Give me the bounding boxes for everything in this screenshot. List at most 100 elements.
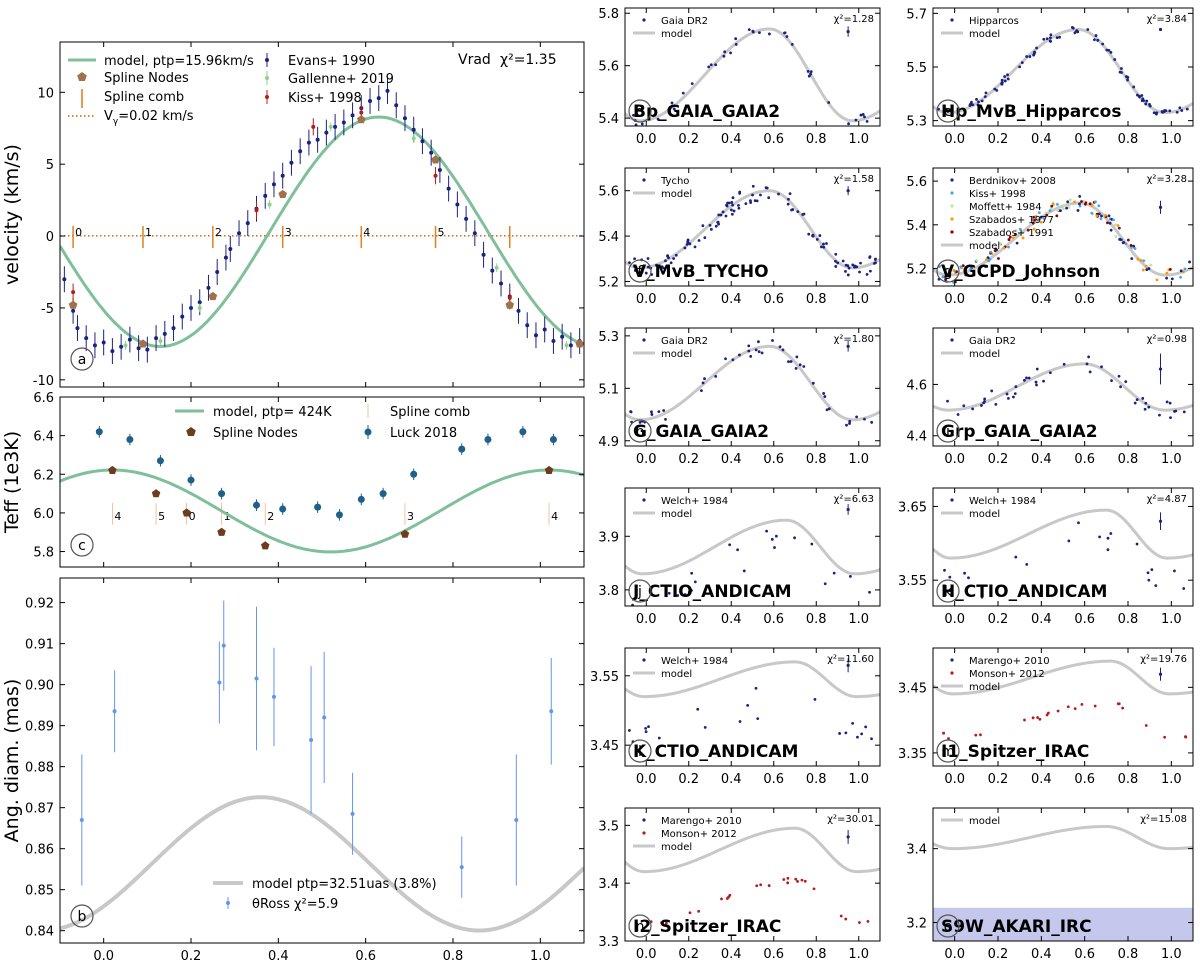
data-point (719, 213, 723, 217)
data-point (660, 921, 663, 925)
data-point (1144, 264, 1148, 268)
data-point (350, 811, 355, 816)
data-point (267, 202, 272, 207)
data-point (997, 257, 1000, 260)
data-point (771, 339, 774, 342)
y-tick-label: 5.5 (906, 61, 927, 76)
data-point (1073, 200, 1076, 204)
data-point (180, 314, 185, 319)
y-axis-label: Ang. diam. (mas) (1, 679, 23, 843)
data-point (868, 590, 871, 594)
data-point (770, 537, 774, 541)
model-curve (625, 344, 880, 422)
data-point (1101, 42, 1105, 46)
legend-label: Marengo+ 2010 (661, 816, 742, 827)
legend-swatch (950, 498, 954, 502)
data-point (1107, 214, 1111, 218)
legend: Gaia DR2 model (633, 16, 708, 40)
data-point (672, 257, 676, 260)
data-point (701, 224, 705, 228)
data-point (969, 267, 972, 271)
data-point (946, 399, 949, 403)
panel-letter: a (78, 352, 87, 368)
chart-panel-n: 0.0 0.2 0.4 0.6 0.8 1.0 3.3 3.4 3.5 Marengo+ 2010… (598, 807, 881, 962)
chart-title-chi2: χ²=1.35 (500, 52, 557, 68)
data-point (787, 360, 790, 364)
data-point (749, 354, 753, 358)
data-point (1014, 232, 1017, 236)
y-axis-label: Teff (1e3K) (1, 431, 23, 534)
legend: Gaia DR2 model (941, 336, 1016, 360)
data-point (1100, 214, 1103, 218)
chart-panel-f: 0.0 0.2 0.4 0.6 0.8 1.0 5.2 5.4 5.6 Tycho model χ²=… (598, 167, 881, 307)
filter-label: Grp_GAIA_GAIA2 (941, 422, 1098, 442)
spline-comb-label: 4 (551, 510, 558, 523)
data-point (661, 266, 665, 270)
y-tick-label: 4.6 (906, 378, 927, 393)
model-curve (60, 795, 584, 933)
data-point (980, 595, 984, 599)
x-tick-label: 0.8 (806, 292, 827, 307)
data-point (1034, 380, 1038, 384)
spline-comb-label: 4 (114, 510, 121, 523)
legend-label: Berdnikov+ 2008 (969, 176, 1056, 187)
data-point (71, 308, 76, 313)
chi2-label: χ²=15.08 (1140, 814, 1187, 825)
y-tick-label: -5 (41, 302, 54, 317)
x-tick-label: 0.0 (944, 132, 965, 147)
chi2-label: χ²=1.58 (834, 174, 874, 185)
data-point (1121, 706, 1125, 710)
data-point (1154, 584, 1158, 588)
data-point (263, 193, 268, 198)
data-point (1140, 94, 1144, 97)
data-point (1119, 238, 1123, 242)
legend-swatch (642, 18, 646, 22)
plot-area (625, 826, 880, 925)
data-point (724, 357, 727, 361)
axes-frame (59, 41, 585, 388)
filter-label: Hp_MvB_Hipparcos (941, 102, 1121, 122)
legend-label: Gaia DR2 (661, 336, 708, 347)
legend-swatch (265, 58, 269, 62)
data-point (1188, 260, 1191, 264)
data-point (822, 392, 826, 395)
data-point (1014, 555, 1018, 559)
data-point (664, 417, 667, 421)
data-point (717, 213, 721, 217)
data-point (1139, 258, 1143, 262)
data-point (844, 263, 848, 267)
data-point (789, 360, 793, 363)
chart-title: Vrad (458, 52, 491, 68)
data-point (95, 428, 103, 436)
data-point (1158, 367, 1163, 371)
legend-swatch (950, 217, 954, 221)
data-point (633, 257, 637, 261)
legend-swatch (642, 658, 646, 662)
data-point (92, 343, 97, 348)
y-tick-label: 0.86 (25, 843, 54, 858)
panel-letter-circle (628, 99, 652, 123)
spline-comb-label: 3 (285, 226, 292, 239)
plot-area (60, 600, 584, 933)
x-tick-label: 0.0 (944, 612, 965, 627)
data-point (732, 209, 736, 213)
data-point (987, 259, 991, 263)
legend-label: Gaia DR2 (661, 16, 708, 27)
data-point (1039, 215, 1043, 219)
data-point (1032, 227, 1036, 231)
data-point (628, 261, 631, 265)
data-point (998, 242, 1002, 246)
data-point (542, 327, 547, 332)
data-point (742, 569, 746, 573)
data-point (1160, 110, 1164, 113)
data-point (253, 501, 260, 509)
x-tick-label: 0.8 (1118, 947, 1139, 962)
data-point (1056, 208, 1060, 212)
data-point (1055, 214, 1059, 218)
x-tick-label: 0.4 (721, 452, 742, 467)
y-tick-label: 0.85 (25, 884, 54, 899)
data-point (549, 436, 557, 443)
data-point (1124, 380, 1128, 384)
model-curve (933, 508, 1193, 560)
